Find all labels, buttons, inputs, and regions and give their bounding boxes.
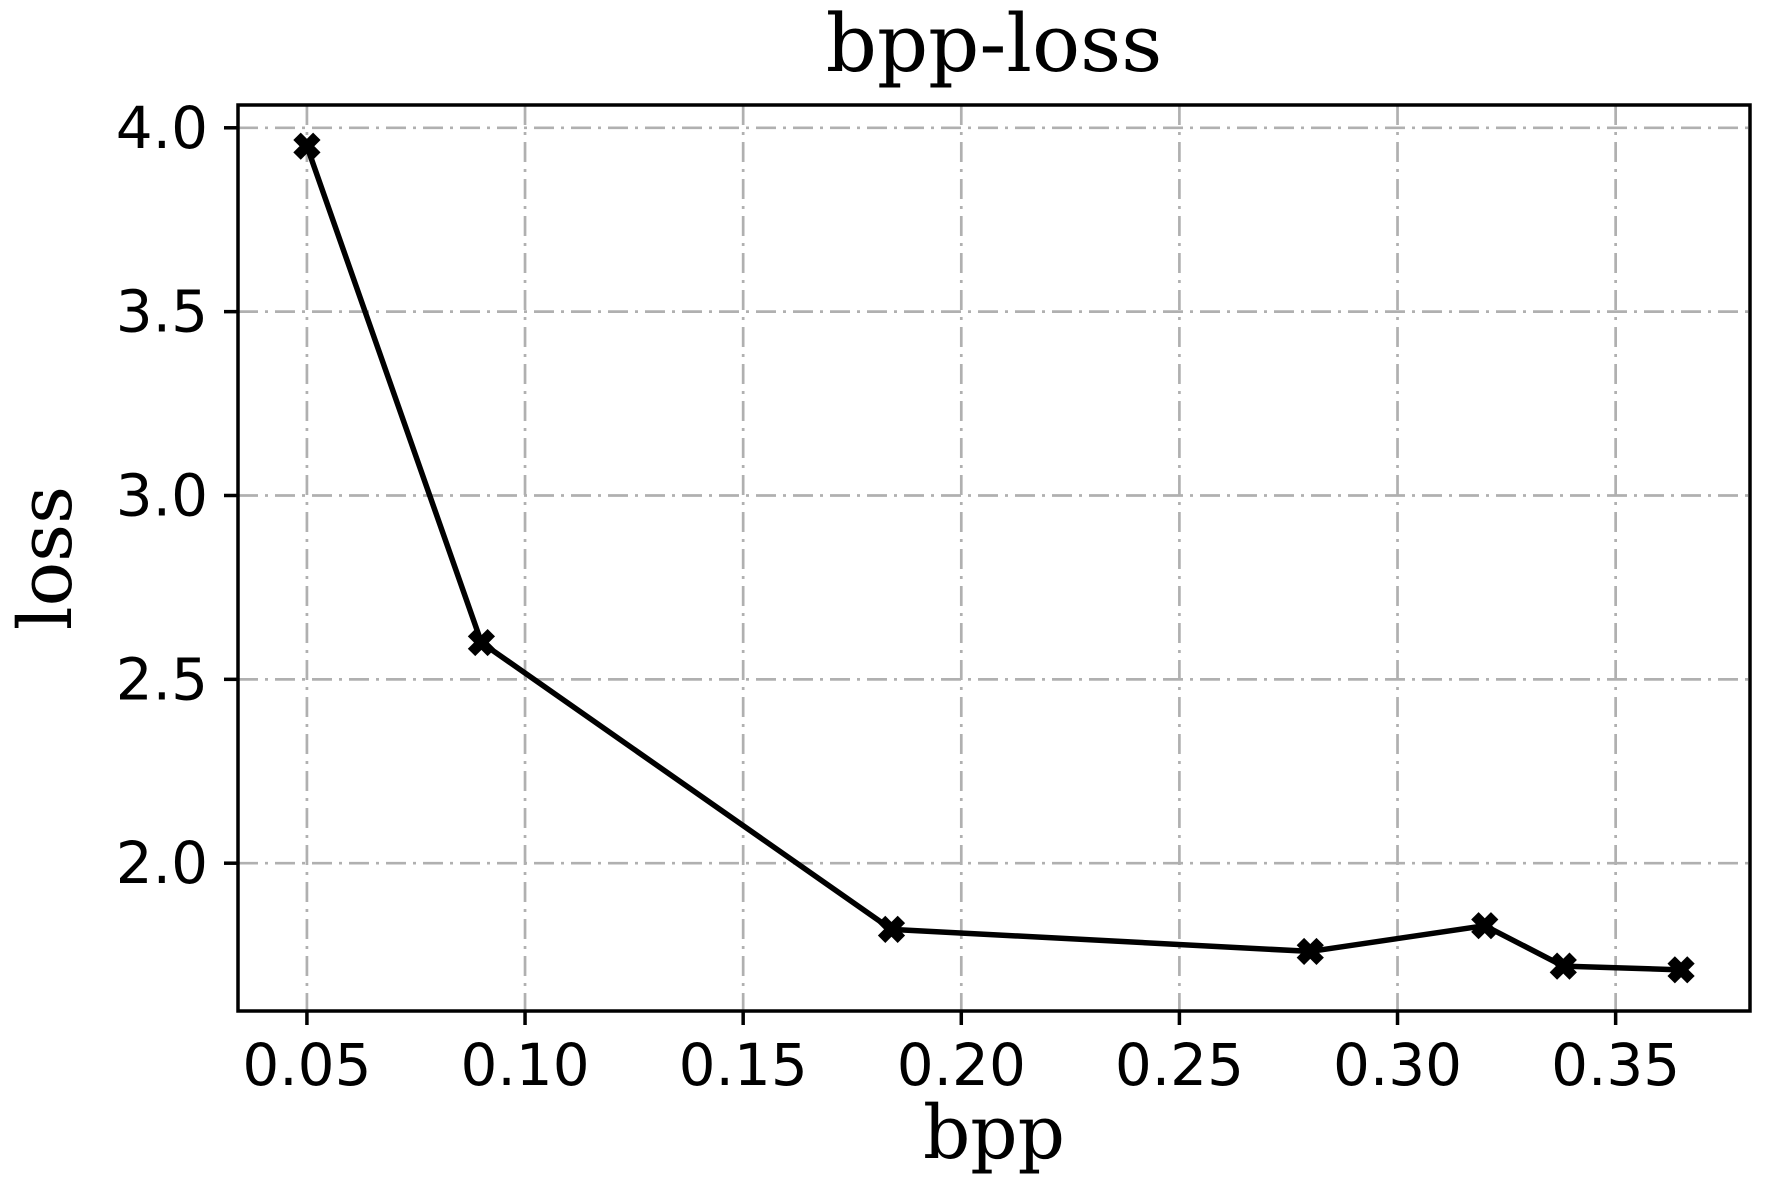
y-tick-label: 3.0	[116, 461, 208, 529]
marker-stroke	[293, 132, 321, 160]
x-tick-label: 0.10	[460, 1031, 589, 1099]
data-point-marker	[1471, 912, 1499, 940]
y-tick-label: 2.0	[116, 829, 208, 897]
data-point-marker	[1296, 937, 1324, 966]
chart-title: bpp-loss	[825, 0, 1163, 90]
marker-stroke	[1296, 937, 1324, 966]
y-tick-label: 3.5	[116, 278, 208, 346]
data-point-marker	[293, 132, 321, 160]
marker-stroke	[1471, 912, 1499, 940]
x-axis-label: bpp	[922, 1090, 1066, 1176]
plot-area	[238, 105, 1750, 1011]
marker-stroke	[1549, 952, 1577, 980]
y-axis-label: loss	[3, 485, 89, 631]
y-tick-label: 2.5	[116, 645, 208, 713]
plot-border	[236, 103, 1752, 1013]
x-tick-label: 0.35	[1551, 1031, 1680, 1099]
data-point-marker	[877, 915, 906, 943]
x-tick-label: 0.20	[897, 1031, 1026, 1099]
x-tick-label: 0.15	[679, 1031, 808, 1099]
marker-stroke	[1667, 956, 1695, 984]
x-tick-label: 0.30	[1333, 1031, 1462, 1099]
x-tick-label: 0.25	[1115, 1031, 1244, 1099]
x-tick-label: 0.05	[242, 1031, 371, 1099]
data-point-marker	[1549, 952, 1577, 980]
data-point-marker	[467, 628, 496, 657]
data-point-marker	[1667, 956, 1695, 984]
marker-stroke	[467, 628, 496, 657]
marker-stroke	[877, 915, 906, 943]
y-tick-label: 4.0	[116, 94, 208, 162]
